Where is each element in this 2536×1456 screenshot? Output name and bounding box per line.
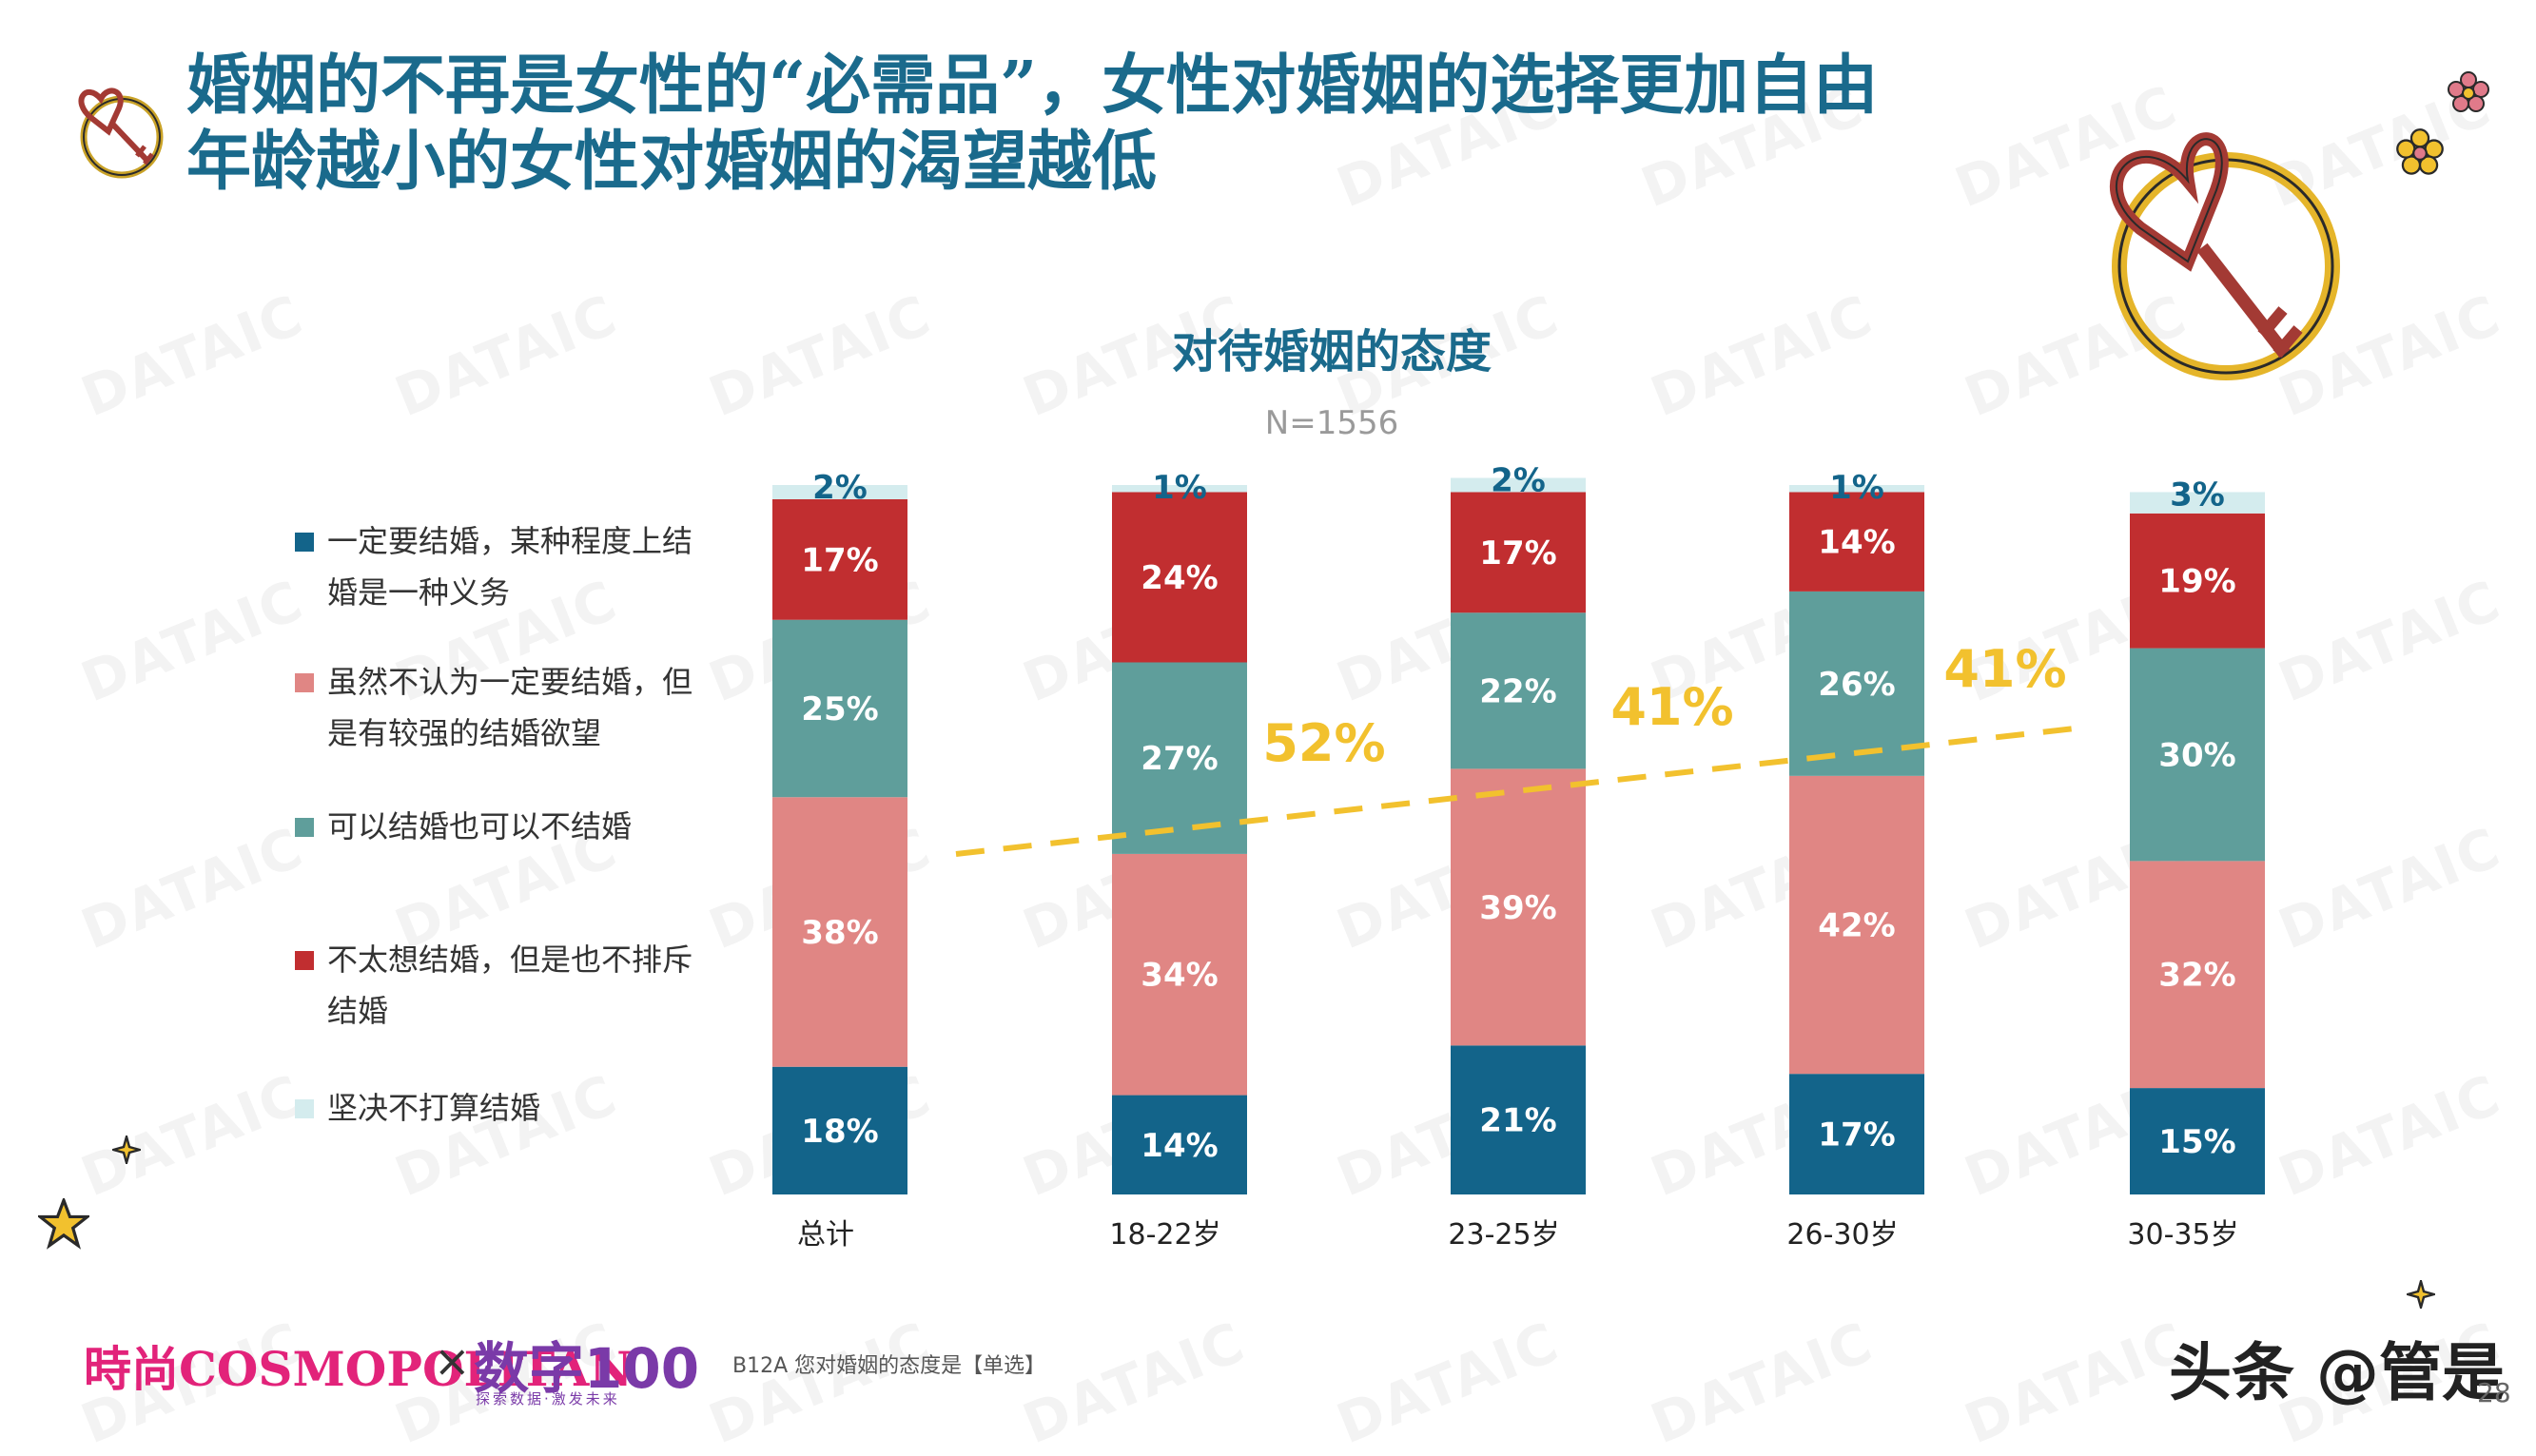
bar-segment [772,498,907,620]
bar-data-label: 14% [1818,524,1895,562]
annotation-label: 41% [1943,639,2066,699]
bar-data-label: 1% [1152,469,1207,507]
bar-data-label: 25% [801,690,878,728]
bar-segment [1112,485,1247,493]
bar-data-label: 42% [1818,907,1895,945]
bar-data-label: 17% [1479,534,1556,573]
bar-data-label: 27% [1141,740,1218,778]
star-icon [38,1198,89,1250]
bar-segment [1112,853,1247,1096]
flower-icon [2448,71,2489,112]
bar-data-label: 18% [801,1113,878,1151]
bar-data-label: 39% [1479,889,1556,927]
source-badge: 头条 @管是 [2169,1336,2505,1409]
sparkle-icon [2407,1280,2435,1309]
bar-segment [1112,1095,1247,1194]
x-tick-label: 总计 [797,1218,854,1252]
bar-data-label: 24% [1141,559,1218,597]
bar-data-label: 17% [1818,1116,1895,1155]
legend-label: 坚决不打算结婚 [327,1090,541,1126]
shuzi100-tagline: 探索数据·激发未来 [476,1390,620,1407]
bar-data-label: 17% [801,541,878,579]
bar-segment [1789,775,1924,1075]
cosmopolitan-logo: 時尚COSMOPOLITAN [84,1341,634,1397]
bar-data-label: 1% [1829,469,1884,507]
bar-data-label: 32% [2158,957,2235,995]
legend-label: 虽然不认为一定要结婚，但是有较强的结婚欲望 [327,664,693,751]
bar-segment [2130,648,2265,862]
slide-title-line-2: 年龄越小的女性对婚姻的渴望越低 [186,124,1158,200]
question-footnote: B12A 您对婚姻的态度是【单选】 [732,1354,1046,1378]
bar-data-label: 30% [2158,736,2235,774]
bar-data-label: 2% [1491,462,1546,500]
legend-label: 一定要结婚，某种程度上结婚是一种义务 [327,523,693,611]
bar-segment [1112,492,1247,663]
chart-title: 对待婚姻的态度 [1171,325,1492,379]
bar-segment [772,797,907,1067]
collab-times-sign: × [434,1335,471,1387]
slide-title: 婚姻的不再是女性的“必需品”，女性对婚姻的选择更加自由 年龄越小的女性对婚姻的渴… [186,48,1878,200]
bar-segment [1789,1074,1924,1194]
bar-data-label: 38% [801,914,878,952]
page-number: 28 [2477,1377,2511,1408]
bar-data-label: 34% [1141,957,1218,995]
slide-title-line-1: 婚姻的不再是女性的“必需品”，女性对婚姻的选择更加自由 [186,48,1879,124]
x-tick-label: 26-30岁 [1786,1218,1898,1252]
chart-sample-size: N=1556 [1264,404,1399,442]
annotation-label: 41% [1610,677,1733,737]
bar-data-label: 19% [2158,563,2235,601]
bar-segment [1451,492,1586,613]
legend-label: 可以结婚也可以不结婚 [327,808,633,844]
sparkle-icon [112,1136,141,1164]
legend-swatch [295,818,314,837]
bar-segment [1451,612,1586,769]
bar-segment [2130,513,2265,649]
heart-key-icon [78,87,164,179]
x-tick-label: 23-25岁 [1448,1218,1559,1252]
bar-data-label: 21% [1479,1102,1556,1140]
bar-data-label: 2% [812,469,868,507]
bar-segment [772,619,907,798]
bar-segment [772,1066,907,1194]
annotation-label: 52% [1262,713,1385,773]
bar-data-label: 26% [1818,666,1895,704]
bar-segment [1789,485,1924,493]
bar-segment [772,485,907,499]
x-tick-label: 30-35岁 [2127,1218,2238,1252]
bar-segment [2130,1088,2265,1194]
bar-segment [1789,492,1924,592]
shuzi100-logo: 数字100 [474,1336,700,1401]
bar-segment [1451,1045,1586,1194]
bar-data-label: 3% [2170,476,2225,514]
bar-data-label: 22% [1479,672,1556,710]
bar-data-label: 14% [1141,1127,1218,1165]
legend-swatch [295,1099,314,1118]
legend-swatch [295,951,314,970]
legend-swatch [295,673,314,692]
bar-segment [1451,477,1586,493]
bar-segment [2130,492,2265,514]
heart-key-large-icon [2109,132,2340,380]
x-tick-label: 18-22岁 [1109,1218,1220,1252]
bar-data-label: 15% [2158,1123,2235,1161]
flower-icon [2396,128,2444,175]
legend-label: 不太想结婚，但是也不排斥结婚 [327,942,693,1029]
bar-segment [1451,768,1586,1046]
bar-segment [2130,861,2265,1089]
legend-swatch [295,533,314,552]
bar-segment [1112,662,1247,854]
